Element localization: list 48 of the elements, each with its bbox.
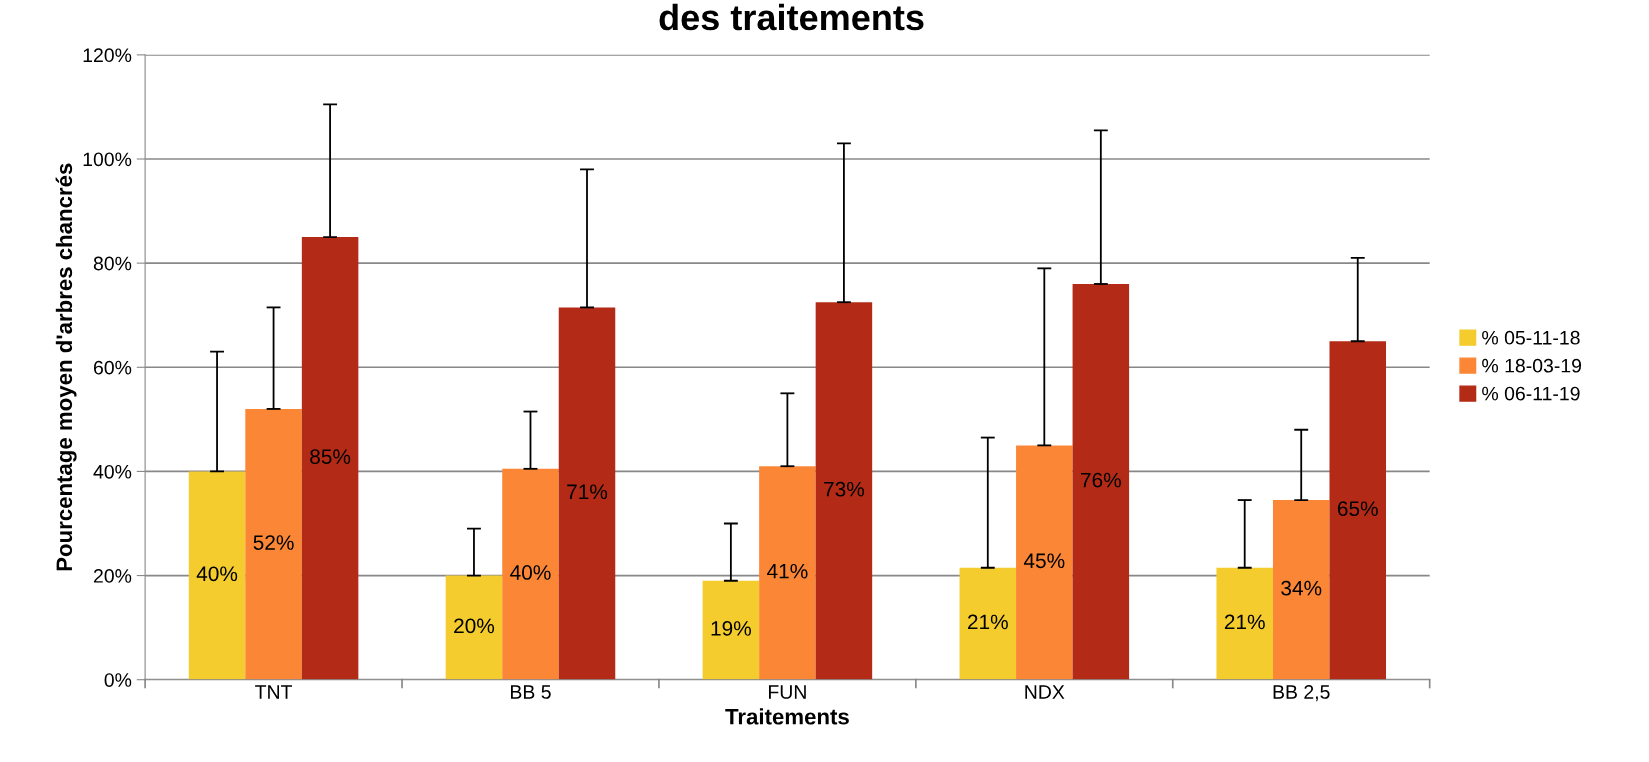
- legend-label: % 06-11-19: [1482, 386, 1580, 401]
- chart-title: des traitements: [659, 3, 924, 31]
- bar: [815, 302, 873, 680]
- x-tick-label: FUN: [769, 685, 806, 699]
- bar: [959, 567, 1017, 680]
- data-label: 52%: [253, 535, 294, 550]
- data-label: 71%: [567, 484, 608, 500]
- bar: [558, 307, 616, 680]
- bar: [1016, 445, 1073, 680]
- data-label: 40%: [196, 566, 238, 582]
- y-tick-label: 0%: [104, 673, 132, 687]
- y-tick-label: 20%: [93, 569, 132, 583]
- data-label: 20%: [454, 618, 495, 634]
- bar: [245, 408, 302, 680]
- data-label: 21%: [967, 614, 1008, 630]
- data-label: 65%: [1337, 501, 1378, 517]
- y-tick-label: 60%: [93, 360, 132, 375]
- bar: [1072, 283, 1130, 680]
- legend-label: % 18-03-19: [1482, 358, 1582, 373]
- bar: [301, 237, 359, 680]
- bar: [1329, 341, 1387, 680]
- x-axis-title: Traitements: [725, 708, 849, 725]
- bar: [702, 580, 760, 680]
- bar: [188, 471, 246, 680]
- y-tick-label: 80%: [93, 256, 132, 271]
- bar: [1272, 500, 1330, 680]
- data-label: 41%: [767, 563, 808, 579]
- data-label: 85%: [310, 449, 351, 464]
- data-label: 34%: [1281, 580, 1322, 596]
- y-tick-label: 40%: [93, 464, 132, 479]
- y-tick-label: 100%: [83, 152, 132, 167]
- bar: [502, 468, 559, 680]
- x-tick-label: BB 2,5: [1273, 685, 1330, 702]
- y-axis-title: Pourcentage moyen d'arbres chancrés: [55, 163, 77, 571]
- legend-label: % 05-11-18: [1482, 330, 1580, 345]
- data-label: 21%: [1224, 614, 1265, 630]
- x-tick-label: NDX: [1025, 685, 1065, 699]
- x-tick-label: BB 5: [511, 685, 551, 699]
- data-label: 76%: [1081, 472, 1121, 488]
- data-label: 73%: [824, 481, 865, 497]
- bar: [1216, 567, 1273, 680]
- data-label: 40%: [510, 565, 551, 580]
- data-label: 45%: [1023, 553, 1065, 569]
- x-tick-label: TNT: [255, 685, 293, 699]
- data-label: 19%: [711, 621, 751, 636]
- bar: [759, 466, 816, 680]
- y-tick-label: 120%: [83, 48, 132, 63]
- bar: [445, 575, 503, 680]
